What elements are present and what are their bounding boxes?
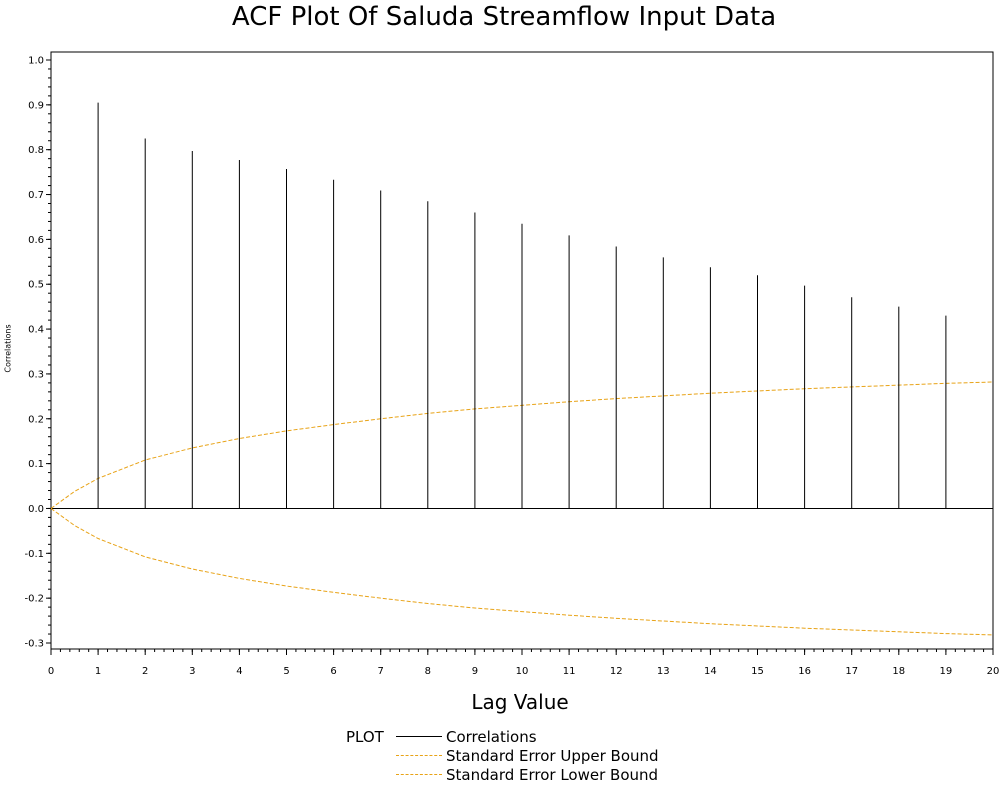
- y-tick-label: 0.0: [28, 504, 44, 515]
- y-tick-label: 0.5: [28, 280, 44, 291]
- legend-item-correlations: Correlations: [396, 728, 537, 747]
- x-tick-label: 12: [610, 666, 623, 677]
- y-tick-label: -0.1: [24, 549, 44, 560]
- x-tick-label: 10: [516, 666, 529, 677]
- legend-swatch-correlations: [396, 736, 442, 737]
- x-tick-label: 9: [472, 666, 478, 677]
- x-tick-label: 15: [751, 666, 764, 677]
- y-tick-label: 1.0: [28, 56, 44, 67]
- x-tick-label: 6: [330, 666, 336, 677]
- x-tick-label: 3: [189, 666, 195, 677]
- legend-item-upper-bound: Standard Error Upper Bound: [396, 747, 659, 766]
- acf-chart: 1.0 0.9 0.8 0.7 0.6 0.5 0.4 0.3 0.2 0.1 0.0 -0.1 -0.…: [24, 51, 1000, 677]
- y-tick-label: 0.2: [28, 414, 44, 425]
- y-axis-label: Correlations: [3, 324, 13, 373]
- x-tick-label: 20: [987, 666, 1000, 677]
- x-tick-label: 11: [563, 666, 576, 677]
- std-error-upper-bound-line: [50, 381, 994, 509]
- y-tick-label: 0.6: [28, 235, 44, 246]
- x-tick-label: 16: [798, 666, 811, 677]
- x-tick-label: 1: [95, 666, 101, 677]
- y-tick-label: 0.9: [28, 100, 44, 111]
- y-tick-label: 0.4: [28, 325, 44, 336]
- y-tick-label: 0.7: [28, 190, 44, 201]
- x-tick-label: 8: [425, 666, 431, 677]
- legend-label-upper-bound: Standard Error Upper Bound: [446, 747, 659, 765]
- x-tick-label: 7: [378, 666, 384, 677]
- y-tick-label: 0.8: [28, 145, 44, 156]
- y-axis: 1.0 0.9 0.8 0.7 0.6 0.5 0.4 0.3 0.2 0.1 0.0 -0.1 -0.…: [24, 56, 51, 650]
- x-tick-label: 5: [283, 666, 289, 677]
- x-tick-label: 14: [704, 666, 717, 677]
- y-tick-label: 0.3: [28, 369, 44, 380]
- x-tick-label: 19: [940, 666, 953, 677]
- x-tick-label: 0: [48, 666, 54, 677]
- legend-label-correlations: Correlations: [446, 728, 537, 746]
- x-tick-label: 18: [892, 666, 905, 677]
- legend-swatch-lower-bound: [396, 774, 442, 775]
- x-tick-label: 2: [142, 666, 148, 677]
- y-tick-label: -0.3: [24, 639, 44, 650]
- legend-item-lower-bound: Standard Error Lower Bound: [396, 766, 658, 785]
- legend-label-lower-bound: Standard Error Lower Bound: [446, 766, 659, 784]
- x-axis: 0 1 2 3 4 5 6 7 8 9 10 11 12 13 14 15 16 17 18 19 20: [48, 649, 1000, 677]
- std-error-lower-bound-line: [50, 508, 994, 636]
- x-axis-label: Lag Value: [471, 690, 569, 714]
- legend-swatch-upper-bound: [396, 755, 442, 756]
- y-tick-label: 0.1: [28, 459, 44, 470]
- legend-title: PLOT: [346, 728, 384, 746]
- x-tick-label: 13: [657, 666, 670, 677]
- chart-title: ACF Plot Of Saluda Streamflow Input Data: [231, 2, 777, 32]
- x-tick-label: 4: [236, 666, 242, 677]
- x-tick-label: 17: [845, 666, 858, 677]
- y-tick-label: -0.2: [24, 594, 44, 605]
